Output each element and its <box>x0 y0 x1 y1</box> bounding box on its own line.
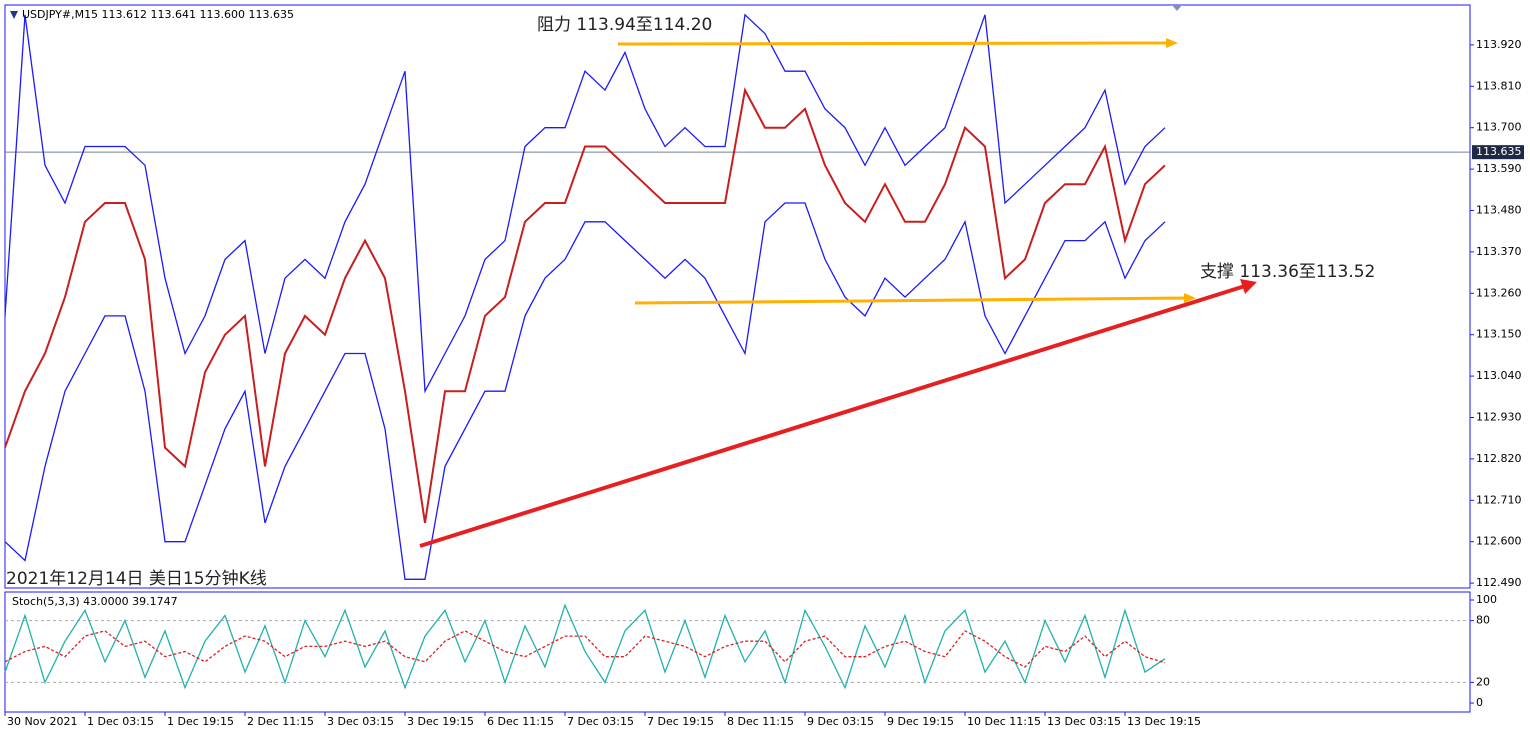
x-tick-label: 9 Dec 19:15 <box>887 715 954 728</box>
x-tick-label: 7 Dec 03:15 <box>567 715 634 728</box>
y-tick-label: 113.700 <box>1476 121 1522 134</box>
support-arrow <box>634 296 1188 305</box>
x-tick-label: 6 Dec 11:15 <box>487 715 554 728</box>
x-tick-label: 1 Dec 19:15 <box>167 715 234 728</box>
series-line <box>4 13 1166 394</box>
series-line <box>4 603 1166 690</box>
y-tick-label: 80 <box>1476 614 1490 627</box>
arrow-head <box>1240 279 1257 294</box>
y-tick-label: 113.920 <box>1476 38 1522 51</box>
x-tick-label: 30 Nov 2021 <box>7 715 77 728</box>
series-line <box>4 202 1166 580</box>
shift-marker <box>1172 5 1182 11</box>
stoch-frame <box>4 591 1471 713</box>
y-tick-label: 112.490 <box>1476 576 1522 589</box>
series-line <box>4 630 1166 668</box>
y-tick-label: 113.370 <box>1476 245 1522 258</box>
support-label: 支撑 113.36至113.52 <box>1200 262 1375 282</box>
trend-arrow <box>419 284 1246 548</box>
x-tick-label: 13 Dec 19:15 <box>1127 715 1201 728</box>
x-tick-label: 13 Dec 03:15 <box>1047 715 1121 728</box>
x-tick-label: 3 Dec 03:15 <box>327 715 394 728</box>
plot: 113.920 113.810 113.700 113.590 113.480 113.3… <box>4 13 1524 728</box>
resistance-arrow <box>617 41 1171 46</box>
y-tick-label: 100 <box>1476 593 1497 606</box>
y-tick-label: 20 <box>1476 675 1490 688</box>
series-line <box>4 87 1166 524</box>
y-tick-label: 113.810 <box>1476 79 1522 92</box>
x-tick-label: 8 Dec 11:15 <box>727 715 794 728</box>
x-tick-label: 2 Dec 11:15 <box>247 715 314 728</box>
stoch-title: Stoch(5,3,3) 43.0000 39.1747 <box>12 595 178 608</box>
y-tick-label: 113.150 <box>1476 328 1522 341</box>
price-frame <box>4 4 1471 589</box>
last-price-label: 113.635 <box>1476 145 1522 158</box>
y-tick-label: 0 <box>1476 696 1483 709</box>
y-tick-label: 113.260 <box>1476 286 1522 299</box>
x-tick-label: 3 Dec 19:15 <box>407 715 474 728</box>
y-tick-label: 112.710 <box>1476 493 1522 506</box>
resistance-label: 阻力 113.94至114.20 <box>537 15 712 35</box>
y-tick-label: 113.590 <box>1476 162 1522 175</box>
arrow-head <box>1184 293 1196 303</box>
y-tick-label: 113.040 <box>1476 369 1522 382</box>
y-tick-label: 112.930 <box>1476 411 1522 424</box>
symbol-icon <box>10 11 18 19</box>
y-tick-label: 113.480 <box>1476 203 1522 216</box>
last-price-box <box>1472 145 1524 160</box>
y-tick-label: 112.600 <box>1476 535 1522 548</box>
x-tick-label: 10 Dec 11:15 <box>967 715 1041 728</box>
chart-caption: 2021年12月14日 美日15分钟K线 <box>6 569 267 589</box>
x-tick-label: 7 Dec 19:15 <box>647 715 714 728</box>
arrow-head <box>1166 38 1178 48</box>
y-tick-label: 112.820 <box>1476 452 1522 465</box>
x-tick-label: 9 Dec 03:15 <box>807 715 874 728</box>
x-tick-label: 1 Dec 03:15 <box>87 715 154 728</box>
chart-header: USDJPY#,M15 113.612 113.641 113.600 113.… <box>22 8 294 21</box>
